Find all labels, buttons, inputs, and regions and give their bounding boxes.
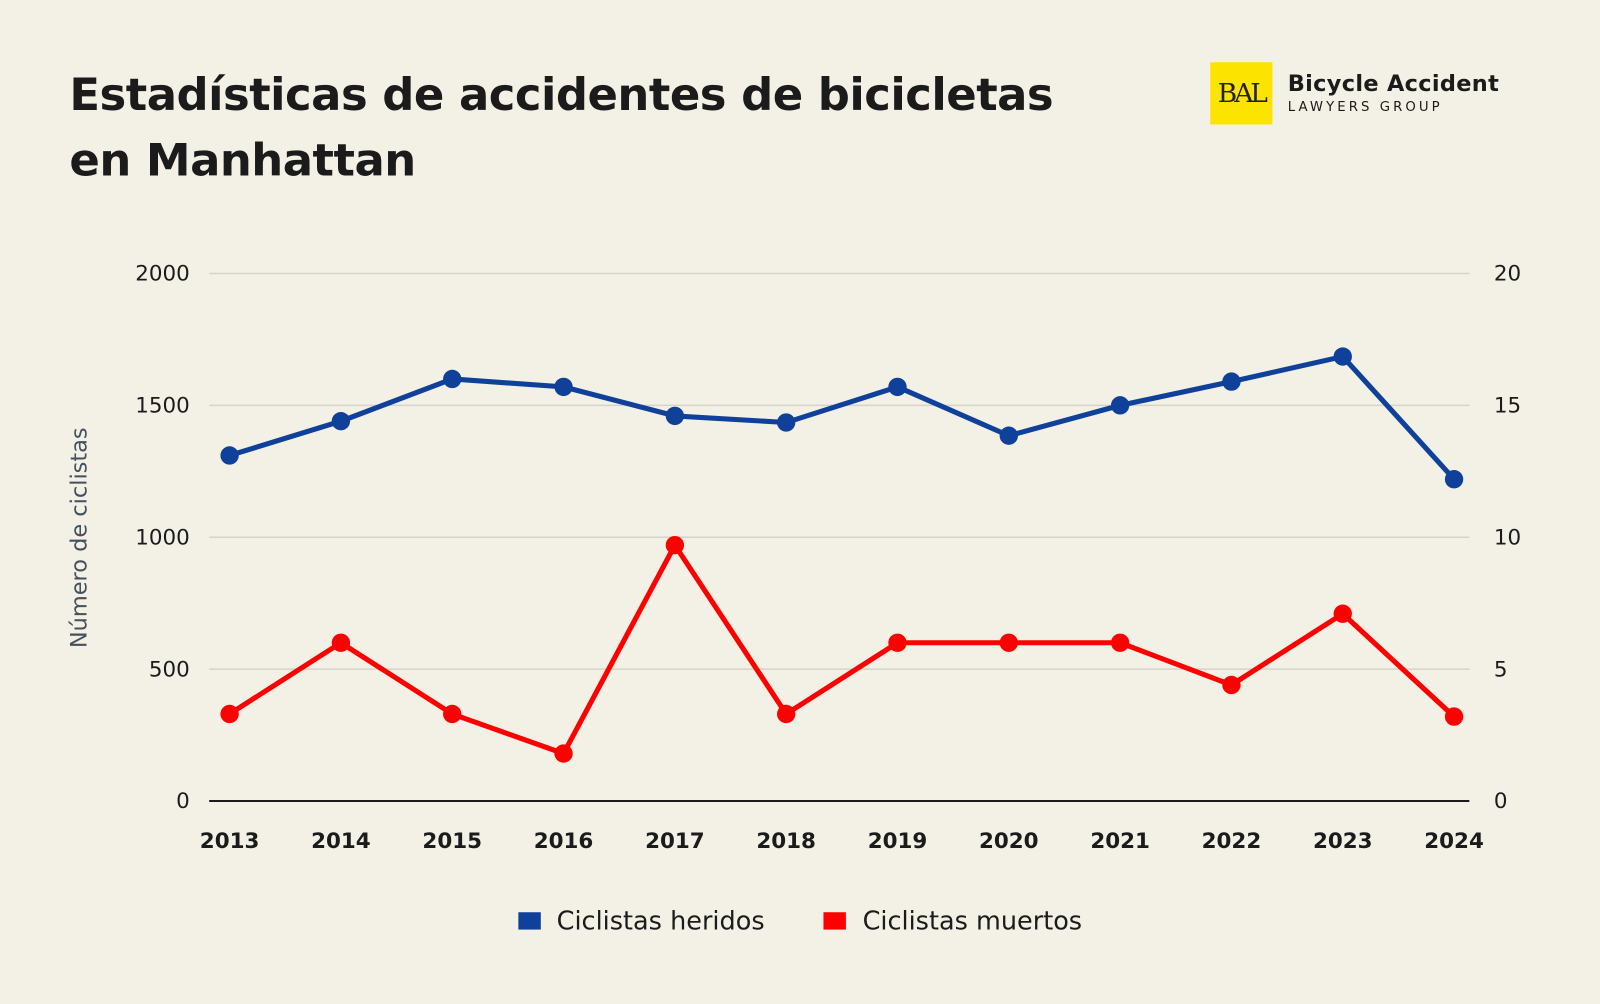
y-right-tick-label: 0 (1494, 789, 1508, 814)
data-point (888, 633, 907, 652)
data-point (776, 413, 796, 432)
x-tick-label: 2018 (756, 829, 816, 854)
logo-subtitle: LAWYERS GROUP (1287, 99, 1443, 116)
data-point (331, 411, 351, 431)
y-left-tick-label: 500 (149, 657, 190, 682)
logo-name: Bicycle Accident (1287, 71, 1500, 97)
data-point (443, 369, 462, 389)
y-left-tick-label: 0 (176, 789, 190, 814)
data-point (999, 426, 1018, 445)
x-tick-label: 2020 (979, 829, 1039, 854)
logo-mark: BAL (1210, 62, 1273, 125)
series-line-2 (228, 542, 1456, 757)
data-point (999, 633, 1018, 652)
data-point (1333, 604, 1352, 623)
page-title: Estadísticas de accidentes de bicicletas… (69, 69, 1054, 187)
x-tick-label: 2022 (1202, 829, 1262, 854)
data-point (554, 377, 573, 397)
legend-item: Ciclistas muertos (823, 906, 1083, 936)
legend: Ciclistas heridos Ciclistas muertos (0, 906, 1600, 936)
x-tick-label: 2016 (534, 829, 594, 854)
x-tick-label: 2013 (200, 829, 260, 854)
x-tick-label: 2017 (645, 829, 705, 854)
data-point (1110, 396, 1130, 415)
x-tick-label: 2015 (422, 829, 482, 854)
data-point (554, 744, 573, 763)
data-point (220, 446, 239, 465)
x-tick-label: 2024 (1424, 829, 1484, 854)
legend-label: Ciclistas muertos (862, 906, 1083, 936)
data-point (1110, 633, 1130, 652)
legend-label: Ciclistas heridos (556, 906, 765, 936)
y-left-tick-label: 2000 (135, 262, 189, 287)
x-tick-label: 2021 (1090, 829, 1150, 854)
data-point (1222, 675, 1241, 695)
y-right-tick-label: 10 (1494, 525, 1521, 550)
legend-swatch (823, 912, 847, 930)
y-right-tick-label: 5 (1494, 657, 1508, 682)
data-point (443, 704, 462, 724)
y-right-tick-label: 20 (1494, 262, 1521, 287)
data-point (220, 704, 239, 724)
series-line-1 (228, 354, 1456, 481)
data-point (776, 704, 796, 724)
logo: BAL Bicycle Accident LAWYERS GROUP (1210, 62, 1500, 125)
y-left-tick-label: 1000 (135, 525, 189, 550)
data-point (1444, 707, 1464, 726)
data-point (331, 633, 351, 652)
data-point (1333, 347, 1352, 366)
data-point (888, 377, 907, 397)
data-point (1444, 470, 1464, 489)
data-point (1222, 372, 1241, 391)
x-tick-label: 2019 (868, 829, 928, 854)
data-point (665, 535, 685, 555)
legend-item: Ciclistas heridos (517, 906, 765, 936)
y-left-tick-label: 1500 (135, 393, 189, 418)
y-axis-label: Número de ciclistas (67, 427, 93, 648)
x-tick-label: 2014 (311, 829, 371, 854)
legend-swatch (517, 912, 541, 930)
y-right-tick-label: 15 (1494, 393, 1521, 418)
x-tick-label: 2023 (1313, 829, 1373, 854)
data-point (665, 406, 685, 426)
